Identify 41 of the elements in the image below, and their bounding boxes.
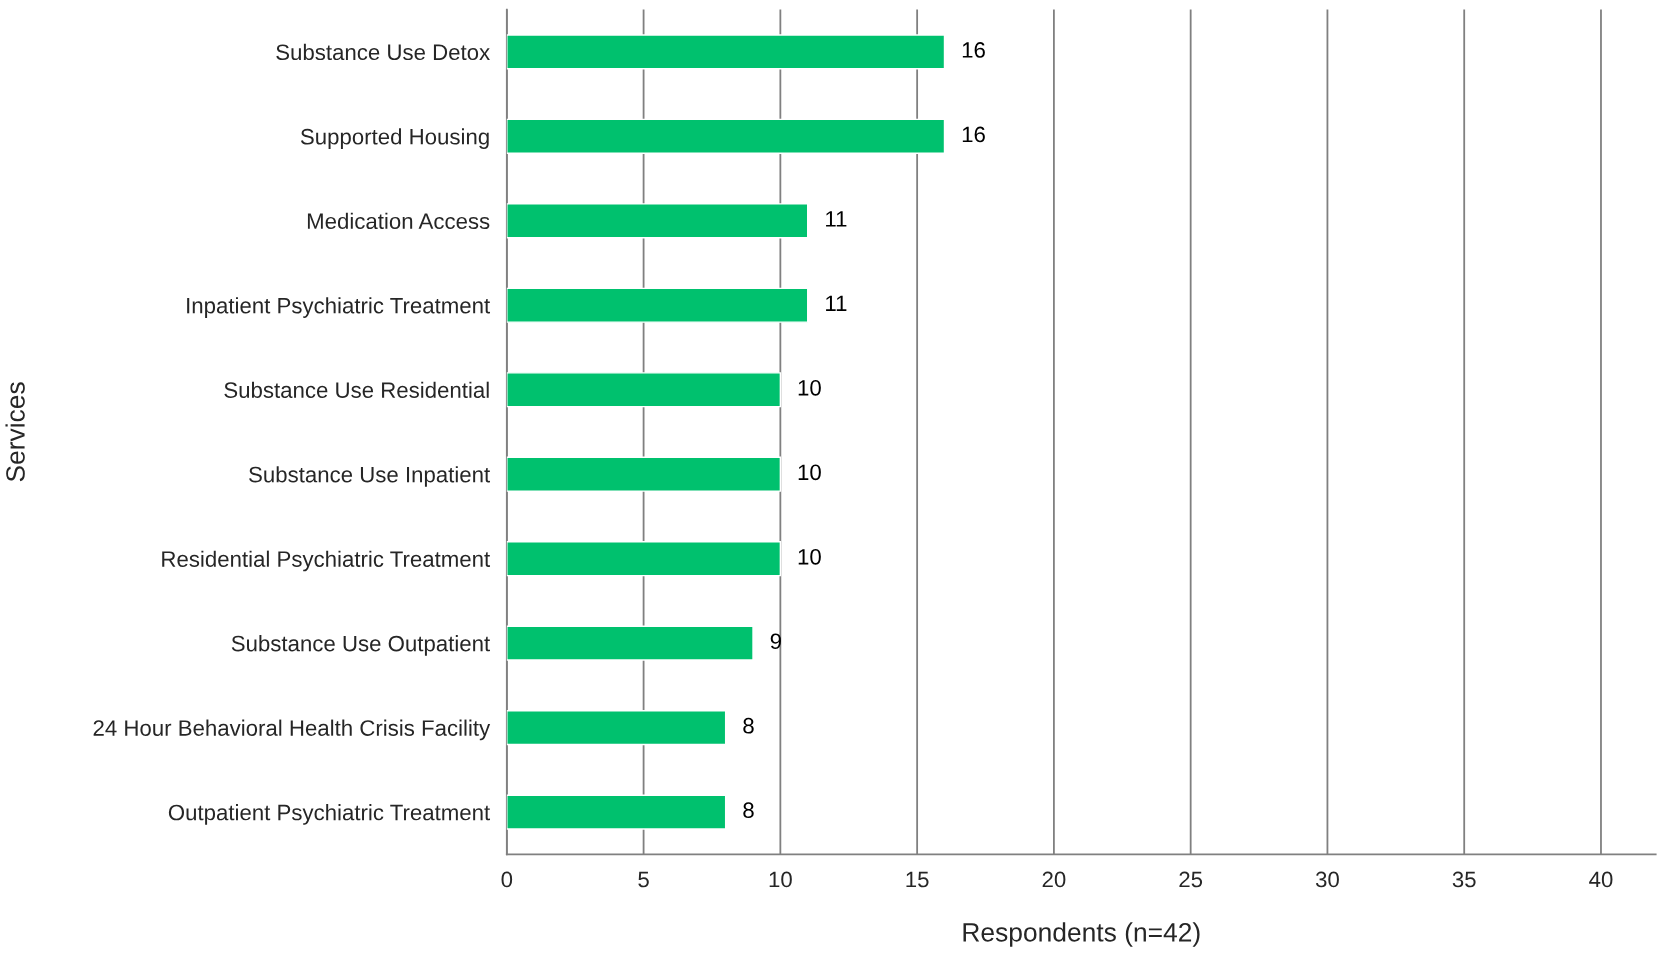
data-label: 10 xyxy=(798,379,821,396)
bar xyxy=(506,456,782,492)
data-label: 11 xyxy=(826,295,847,312)
data-label: 16 xyxy=(962,126,985,143)
y-tick-label: 24 Hour Behavioral Health Crisis Facility xyxy=(93,719,491,741)
bar xyxy=(506,203,809,239)
x-tick-label: 15 xyxy=(906,871,929,888)
x-tick-label: 30 xyxy=(1315,871,1339,888)
bar xyxy=(506,710,727,746)
y-tick-label: Supported Housing xyxy=(300,128,489,149)
data-label: 10 xyxy=(798,548,821,565)
bar xyxy=(506,541,782,577)
data-label: 10 xyxy=(798,464,821,481)
bar xyxy=(506,287,809,323)
y-tick-label: Outpatient Psychiatric Treatment xyxy=(168,804,491,825)
y-tick-label: Substance Use Outpatient xyxy=(231,635,491,656)
y-tick-label: Inpatient Psychiatric Treatment xyxy=(187,297,491,318)
data-label: 11 xyxy=(826,211,847,227)
x-axis-title: Respondents (n=42) xyxy=(963,922,1200,947)
y-tick-label: Medication Access xyxy=(307,212,490,230)
bar xyxy=(506,118,946,154)
x-tick-label: 25 xyxy=(1179,871,1203,888)
bar xyxy=(506,625,754,661)
x-tick-label: 35 xyxy=(1452,871,1476,888)
y-tick-label: Residential Psychiatric Treatment xyxy=(162,550,491,572)
x-tick-label: 40 xyxy=(1589,871,1613,888)
data-label: 9 xyxy=(770,633,781,650)
y-axis-title: Services xyxy=(5,382,25,482)
x-tick-label: 0 xyxy=(501,871,513,888)
y-tick-label: Substance Use Detox xyxy=(276,43,490,61)
y-tick-label: Substance Use Inpatient xyxy=(249,466,491,487)
x-tick-label: 5 xyxy=(638,871,649,888)
data-label: 8 xyxy=(743,717,754,734)
bar xyxy=(506,794,727,830)
bar xyxy=(506,34,946,70)
bar xyxy=(506,372,782,408)
x-tick-label: 20 xyxy=(1042,871,1066,888)
y-tick-label: Substance Use Residential xyxy=(224,381,489,398)
x-tick-label: 10 xyxy=(769,871,792,888)
data-label: 8 xyxy=(743,802,754,819)
data-label: 16 xyxy=(962,42,985,58)
